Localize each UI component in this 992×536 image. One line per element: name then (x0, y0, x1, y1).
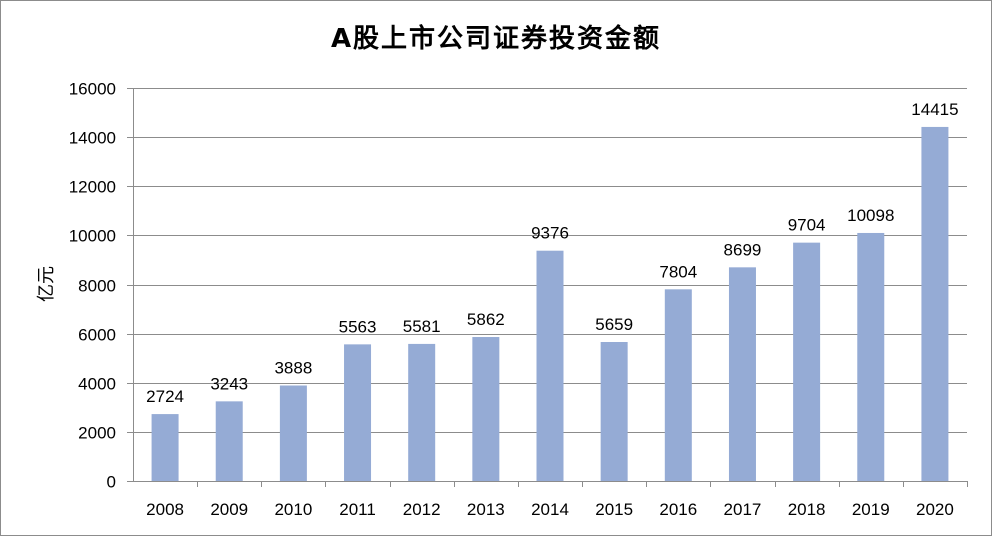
bars (151, 126, 949, 481)
data-label: 3243 (210, 374, 248, 393)
x-tick-label: 2020 (916, 500, 954, 519)
data-label: 8699 (724, 240, 762, 259)
bar (472, 337, 500, 481)
x-tick-label: 2010 (274, 500, 312, 519)
data-label: 9376 (531, 224, 569, 243)
y-tick-label: 14000 (69, 129, 116, 148)
data-label: 3888 (274, 359, 312, 378)
data-label: 9704 (788, 216, 826, 235)
bar (664, 289, 692, 481)
data-label: 5581 (403, 317, 441, 336)
y-tick-label: 16000 (69, 80, 116, 99)
x-tick-label: 2014 (531, 500, 569, 519)
bar (921, 126, 949, 481)
y-tick-label: 8000 (78, 277, 116, 296)
y-tick-label: 10000 (69, 227, 116, 246)
x-tick-label: 2013 (467, 500, 505, 519)
x-tick-label: 2018 (788, 500, 826, 519)
x-tick-label: 2011 (339, 500, 376, 519)
y-axis-label: 亿元 (36, 266, 57, 302)
x-tick-label: 2017 (724, 500, 762, 519)
bar (151, 414, 179, 481)
data-label: 14415 (911, 100, 958, 119)
bar (408, 343, 436, 481)
bar (215, 401, 243, 481)
y-tick-labels: 0 2000 4000 6000 8000 10000 12000 14000 16000 (69, 80, 116, 492)
y-tick-label: 4000 (78, 375, 116, 394)
y-tick-label: 2000 (78, 424, 116, 443)
data-label: 5563 (339, 317, 377, 336)
bar (728, 267, 756, 481)
data-label: 5862 (467, 310, 505, 329)
bar (600, 342, 628, 481)
chart-title: A股上市公司证券投资金额 (330, 24, 662, 54)
x-tick-label: 2008 (146, 500, 184, 519)
axes (127, 88, 968, 487)
y-tick-label: 6000 (78, 326, 116, 345)
x-tick-label: 2019 (852, 500, 890, 519)
x-tick-labels: 2008 2009 2010 2011 2012 2013 2014 2015 2016 2017… (146, 500, 954, 519)
x-tick-label: 2009 (210, 500, 248, 519)
data-label: 5659 (595, 315, 633, 334)
bar (536, 250, 564, 481)
x-tick-label: 2012 (403, 500, 441, 519)
y-tick-label: 0 (107, 473, 116, 492)
bar (857, 232, 885, 481)
data-label: 2724 (146, 387, 184, 406)
bar (344, 344, 372, 481)
x-tick-label: 2016 (659, 500, 697, 519)
y-tick-label: 12000 (69, 178, 116, 197)
data-labels: 2724 3243 3888 5563 5581 5862 9376 5659 7804 8699… (146, 100, 958, 406)
x-tick-label: 2015 (595, 500, 633, 519)
bar (279, 385, 307, 481)
data-label: 7804 (659, 262, 697, 281)
bar (793, 242, 821, 481)
data-label: 10098 (847, 206, 894, 225)
